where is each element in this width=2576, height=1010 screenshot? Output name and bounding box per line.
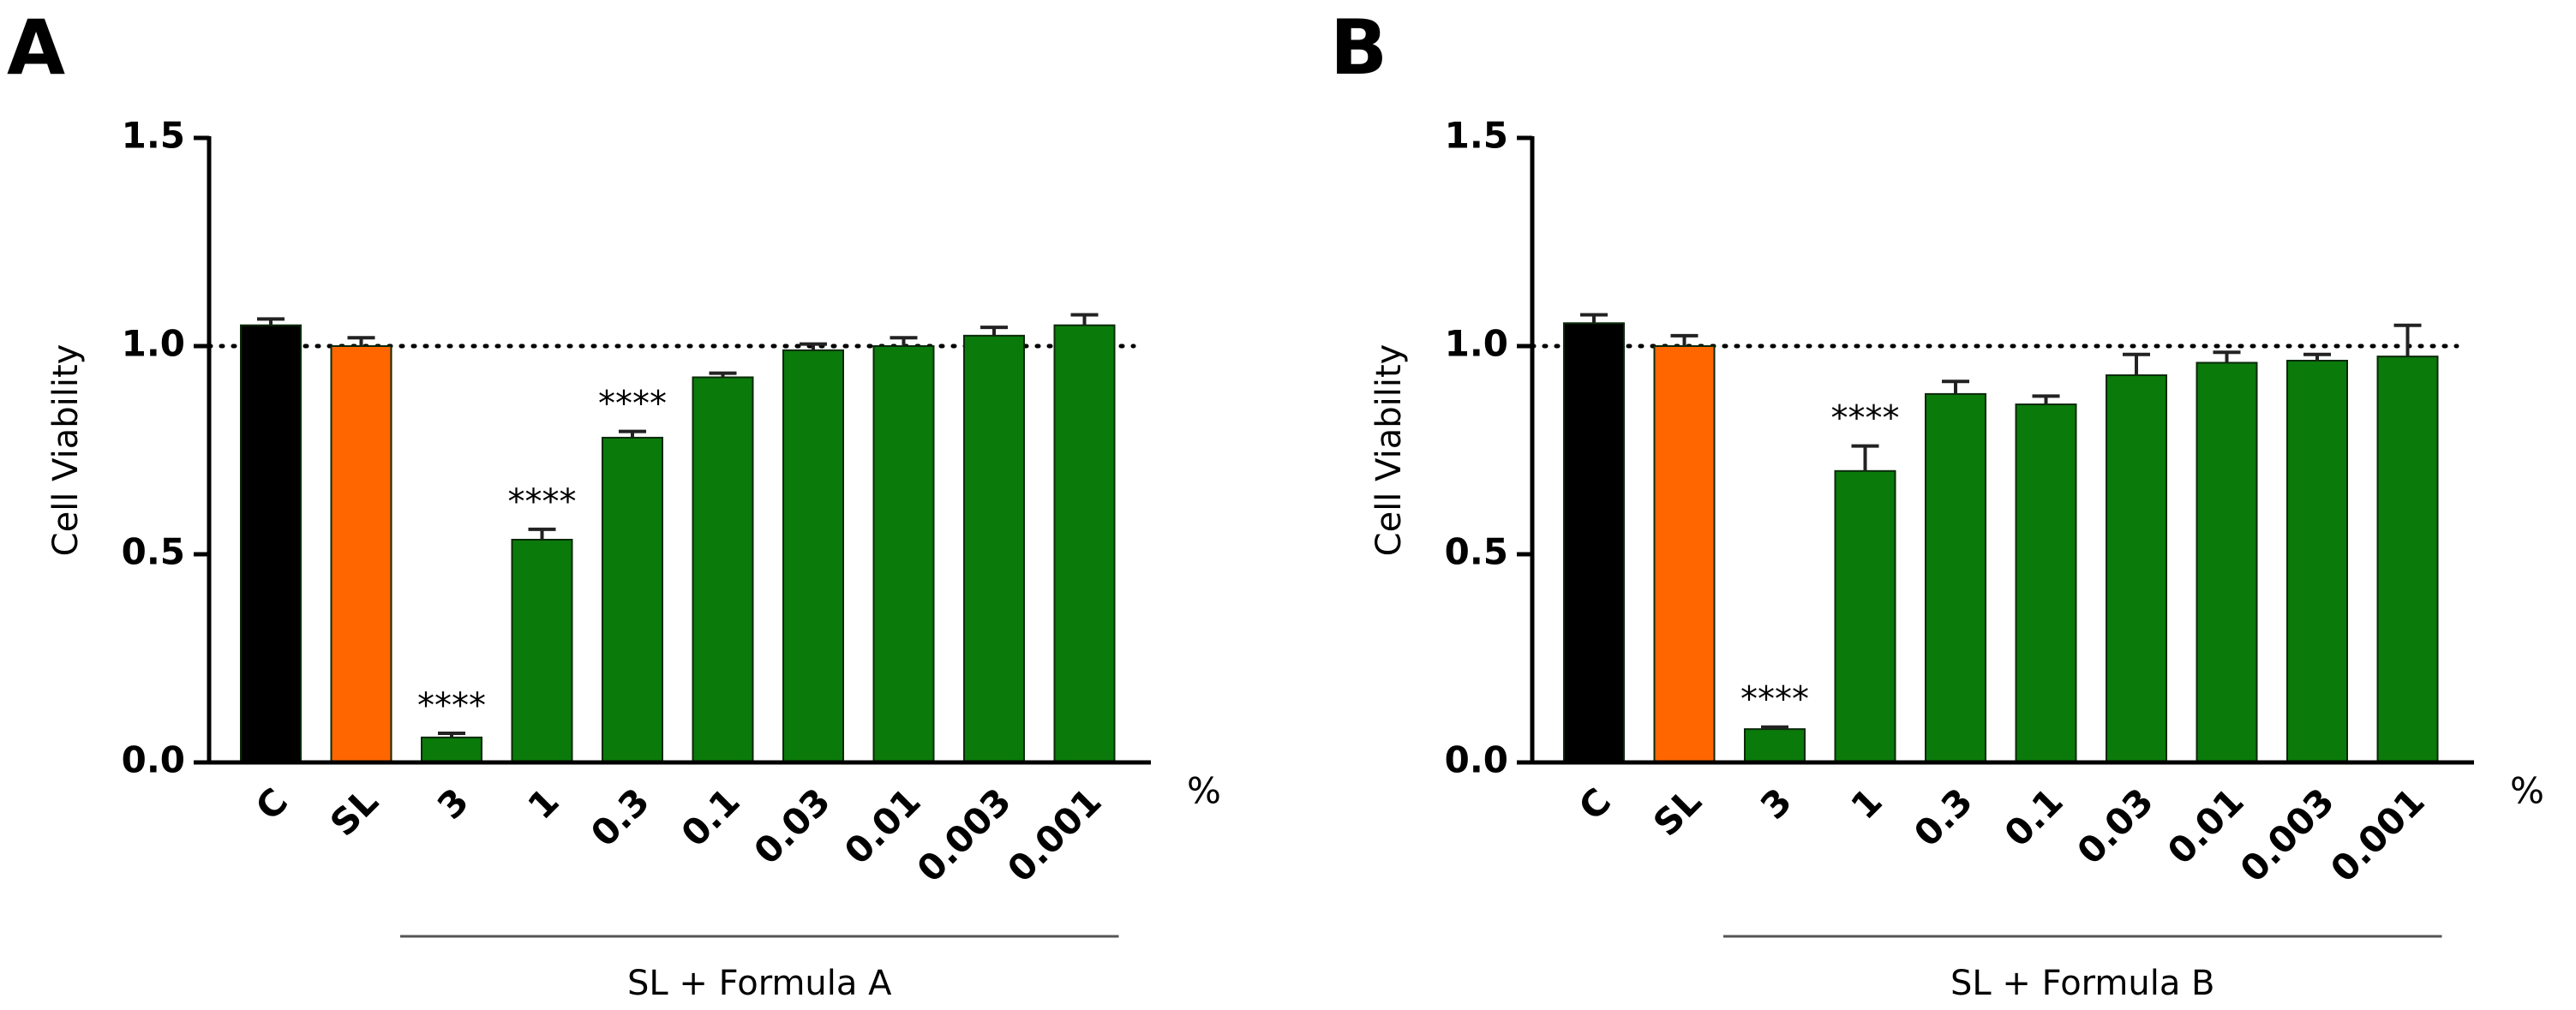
x-tick-label: 0.1: [673, 780, 747, 855]
x-tick-label: 0.1: [1996, 780, 2070, 855]
x-tick-label: SL: [1645, 780, 1710, 845]
panel-label: B: [1330, 3, 1387, 92]
y-axis-title: Cell Viability: [1369, 344, 1409, 557]
bar: [2376, 356, 2439, 763]
significance-label: ****: [598, 385, 667, 424]
y-tick-label: 0.5: [122, 531, 185, 573]
bar: [963, 334, 1025, 763]
x-tick-label: 3: [1752, 780, 1800, 828]
group-label: SL + Formula B: [1950, 964, 2215, 1003]
bar: [1653, 345, 1716, 763]
y-tick-label: 1.5: [1445, 115, 1508, 157]
bar: [2106, 374, 2167, 763]
y-tick-label: 1.0: [122, 323, 185, 365]
unit-label: %: [1187, 770, 1221, 812]
unit-label: %: [2510, 770, 2544, 812]
bar: [240, 324, 302, 763]
y-axis-title: Cell Viability: [46, 344, 86, 557]
x-tick-label: C: [1571, 780, 1619, 828]
x-tick-label: 0.001: [2322, 780, 2433, 891]
bar: [1053, 324, 1116, 763]
bar: [692, 376, 754, 763]
bar: [1744, 728, 1806, 763]
bar: [1925, 392, 1986, 763]
significance-label: ****: [417, 686, 486, 726]
bar: [2196, 362, 2258, 763]
bar: [872, 345, 935, 763]
x-tick-label: 1: [1842, 780, 1890, 828]
significance-label: ****: [508, 482, 577, 522]
bar: [782, 349, 844, 763]
y-tick-label: 1.0: [1445, 323, 1508, 365]
significance-label: ****: [1740, 680, 1809, 720]
x-tick-label: 0.3: [583, 780, 657, 855]
x-tick-label: 0.003: [909, 780, 1020, 891]
bar: [511, 538, 573, 763]
x-tick-label: 0.03: [746, 780, 838, 873]
bar: [602, 436, 663, 763]
x-tick-label: 0.03: [2069, 780, 2161, 873]
panel-label: A: [7, 3, 65, 92]
bar: [421, 736, 482, 764]
bar: [2286, 360, 2348, 763]
x-tick-label: 1: [519, 780, 566, 828]
y-tick-label: 0.0: [122, 739, 185, 781]
y-tick-label: 1.5: [122, 115, 185, 157]
x-tick-label: C: [248, 780, 296, 828]
bar: [1834, 469, 1896, 763]
y-tick-label: 0.0: [1445, 739, 1508, 781]
x-tick-label: SL: [322, 780, 386, 845]
x-tick-label: 0.001: [999, 780, 1110, 891]
significance-label: ****: [1831, 399, 1900, 439]
x-tick-label: 0.3: [1906, 780, 1980, 855]
group-label: SL + Formula A: [627, 964, 892, 1003]
y-tick-label: 0.5: [1445, 531, 1508, 573]
x-tick-label: 3: [429, 780, 476, 828]
bar: [2015, 403, 2077, 763]
bar: [330, 345, 392, 763]
bar: [1563, 322, 1625, 763]
x-tick-label: 0.003: [2232, 780, 2343, 891]
